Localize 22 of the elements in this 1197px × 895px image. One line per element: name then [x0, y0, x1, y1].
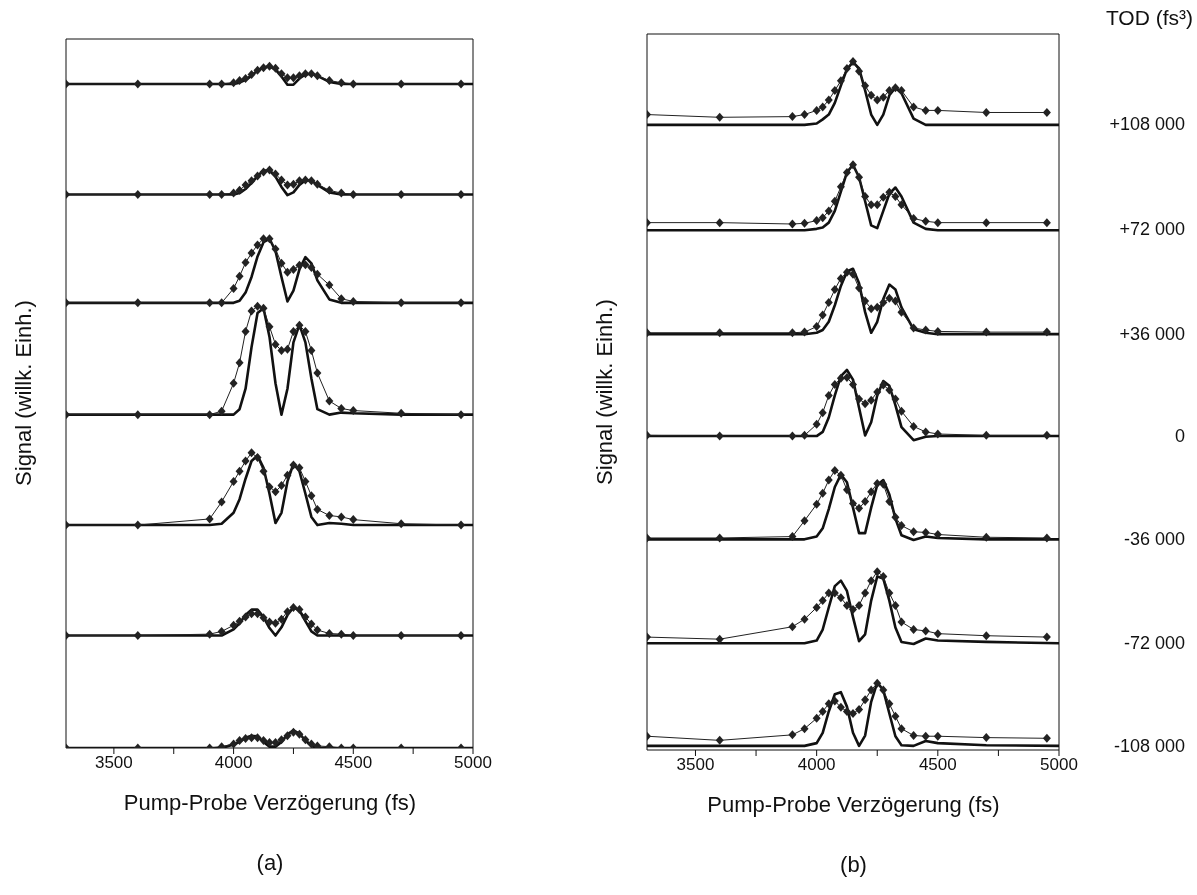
y-axis-title: Signal (willk. Einh.) [592, 298, 618, 485]
x-tick-label: 4000 [797, 755, 836, 775]
text: -108 000 [1113, 735, 1185, 757]
text: (a) [256, 850, 284, 876]
x-tick-label: 3500 [94, 753, 133, 773]
text: 0 [1174, 425, 1185, 447]
x-tick-label: 4500 [918, 755, 957, 775]
x-axis-title: Pump-Probe Verzögerung (fs) [707, 792, 1000, 818]
x-axis-title: Pump-Probe Verzögerung (fs) [123, 790, 417, 816]
legend-title: TOD (fs³) [1105, 6, 1193, 30]
text: -36 000 [1123, 528, 1185, 550]
text: +36 000 [1119, 323, 1185, 345]
text: (b) [840, 852, 867, 878]
x-tick-label: 3500 [676, 755, 715, 775]
x-tick-label: 4000 [214, 753, 253, 773]
x-tick-label: 4500 [334, 753, 373, 773]
x-tick-label: 5000 [1040, 755, 1078, 775]
text: -72 000 [1123, 632, 1185, 654]
text: +72 000 [1119, 218, 1185, 240]
y-axis-title: Signal (willk. Einh.) [11, 300, 37, 486]
text: +108 000 [1109, 113, 1185, 135]
x-tick-label: 5000 [454, 753, 492, 773]
